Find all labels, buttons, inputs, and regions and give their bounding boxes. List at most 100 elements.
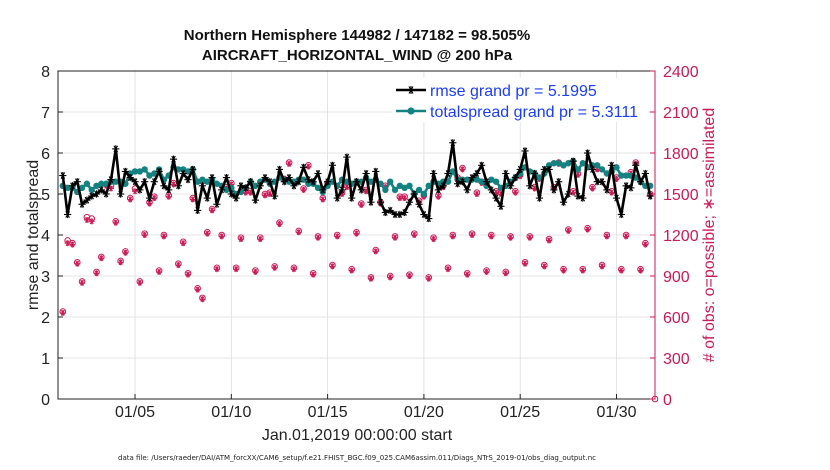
totalspread-point <box>387 178 394 185</box>
obs-assimilated-point <box>396 195 403 202</box>
obs-assimilated-point <box>526 234 533 241</box>
rmse-point <box>612 194 621 202</box>
obs-assimilated-point <box>252 268 259 275</box>
rmse-point <box>608 161 616 169</box>
obs-assimilated-point <box>560 267 567 274</box>
obs-assimilated-point <box>353 230 360 237</box>
rmse-point <box>309 178 317 186</box>
totalspread-point <box>146 172 153 179</box>
obs-assimilated-point <box>93 270 100 277</box>
totalspread-point <box>420 190 428 198</box>
chart-subtitle: AIRCRAFT_HORIZONTAL_WIND @ 200 hPa <box>202 47 513 64</box>
y-tick-label: 6 <box>41 146 50 163</box>
rmse-point <box>83 196 91 204</box>
rmse-point <box>141 178 149 186</box>
obs-assimilated-point <box>305 163 312 170</box>
rmse-point <box>348 194 356 202</box>
obs-assimilated-point <box>584 226 591 233</box>
obs-assimilated-point <box>319 196 326 203</box>
y-tick-label: 8 <box>41 64 50 81</box>
rmse-point <box>598 178 606 186</box>
rmse-point <box>487 186 495 194</box>
obs-assimilated-point <box>512 189 519 196</box>
rmse-point <box>73 178 81 186</box>
data-file-footnote: data file: /Users/raeder/DAI/ATM_forcXX/… <box>118 454 596 462</box>
obs-assimilated-point <box>314 234 321 241</box>
obs-assimilated-point <box>546 237 553 244</box>
obs-assimilated-point <box>213 266 220 273</box>
obs-assimilated-point <box>204 230 211 237</box>
legend-totalspread-label: totalspread grand pr = 5.3111 <box>430 104 638 121</box>
totalspread-point <box>560 162 567 169</box>
y-tick-label: 1 <box>41 351 50 368</box>
obs-assimilated-point <box>637 267 644 274</box>
x-tick-label: 01/10 <box>211 404 251 421</box>
obs-assimilated-point <box>79 279 86 286</box>
legend-rmse-label: rmse grand pr = 5.1995 <box>430 83 597 100</box>
obs-assimilated-point <box>151 195 158 202</box>
totalspread-point <box>136 168 144 175</box>
obs-assimilated-point <box>189 196 196 203</box>
y-tick-label: 0 <box>41 392 50 409</box>
axis-layer: 0 1 2 3 4 5 6 7 8 0 300 600 900 1200 1500 1800 2100 2400 0… <box>41 64 699 421</box>
obs-assimilated-point <box>170 181 177 188</box>
rmse-point <box>458 178 467 186</box>
obs-assimilated-point <box>367 275 374 282</box>
rmse-point <box>622 182 630 190</box>
chart-title: Northern Hemisphere 144982 / 147182 = 98… <box>184 27 530 44</box>
rmse-point <box>617 210 625 219</box>
rmse-point <box>444 169 452 178</box>
obs-assimilated-point <box>276 221 283 228</box>
y-right-tick-label: 1800 <box>663 146 699 163</box>
obs-assimilated-point <box>156 268 163 275</box>
rmse-point <box>478 161 486 169</box>
totalspread-point <box>401 184 408 192</box>
obs-assimilated-point <box>194 286 201 293</box>
rmse-point <box>194 206 202 214</box>
rmse-point <box>526 182 534 190</box>
rmse-point <box>545 165 553 173</box>
obs-assimilated-point <box>88 218 95 225</box>
totalspread-point <box>223 186 230 194</box>
x-axis-label: Jan.01,2019 00:00:00 start <box>262 427 453 444</box>
rmse-point <box>579 194 587 202</box>
rmse-point <box>516 165 524 173</box>
rmse-point <box>324 178 332 186</box>
rmse-point <box>126 174 134 182</box>
legend-background <box>392 78 648 122</box>
obs-assimilated-point <box>522 260 529 267</box>
obs-assimilated-point <box>266 191 273 197</box>
obs-assimilated-point <box>464 271 471 278</box>
totalspread-point <box>391 186 399 194</box>
totalspread-point <box>536 174 543 181</box>
x-tick-label: 01/30 <box>596 404 636 421</box>
rmse-point <box>112 145 120 153</box>
obs-assimilated-point <box>483 268 490 275</box>
rmse-point <box>227 190 235 198</box>
obs-assimilated-point <box>237 236 244 243</box>
totalspread-point <box>78 184 86 192</box>
rmse-point <box>237 182 245 190</box>
obs-assimilated-point <box>425 275 432 282</box>
obs-assimilated-point <box>411 232 418 238</box>
rmse-point <box>68 182 77 190</box>
rmse-point <box>535 194 544 202</box>
rmse-point <box>497 202 505 210</box>
y-tick-label: 7 <box>41 105 50 122</box>
obs-assimilated-point <box>459 166 466 173</box>
totalspread-point <box>141 166 148 173</box>
totalspread-point <box>396 182 404 189</box>
x-tick-label: 01/05 <box>115 404 155 421</box>
rmse-point <box>280 178 288 186</box>
y-right-tick-label: 300 <box>663 351 690 368</box>
obs-assimilated-point <box>262 192 269 199</box>
y-tick-label: 4 <box>41 228 50 245</box>
obs-assimilated-point <box>136 279 143 286</box>
rmse-point <box>636 178 645 186</box>
rmse-point <box>357 186 365 194</box>
obs-assimilated-point <box>608 189 615 196</box>
obs-assimilated-point <box>257 236 264 243</box>
rmse-point <box>102 190 110 198</box>
rmse-point <box>386 206 394 214</box>
